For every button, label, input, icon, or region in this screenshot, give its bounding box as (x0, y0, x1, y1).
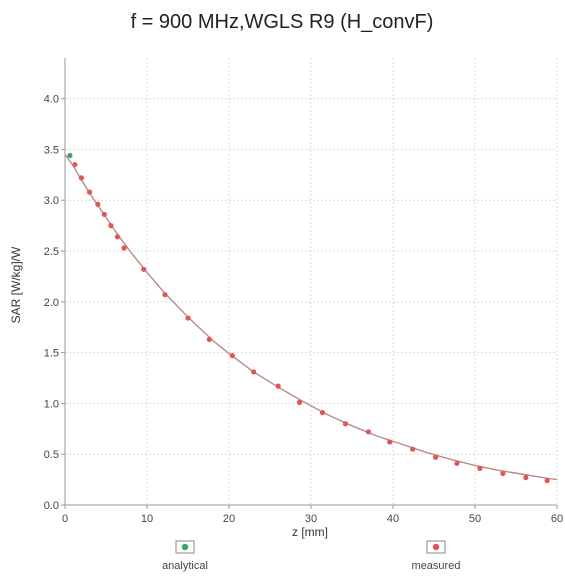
y-tick-label: 2.5 (44, 246, 59, 258)
measured-point (433, 454, 439, 460)
y-tick-label: 4.0 (44, 94, 59, 106)
y-tick-label: 3.5 (44, 144, 59, 156)
y-tick-label: 0.5 (44, 449, 59, 461)
measured-point (72, 162, 78, 168)
y-tick-label: 1.0 (44, 398, 59, 410)
measured-point (141, 266, 147, 272)
x-tick-label: 40 (387, 513, 399, 525)
legend-label-analytical: analytical (162, 560, 208, 572)
x-tick-label: 30 (305, 513, 317, 525)
measured-point (78, 175, 84, 181)
measured-point (121, 245, 127, 251)
x-axis-ticks: 0 10 20 30 40 50 60 (62, 505, 563, 525)
y-tick-label: 3.0 (44, 195, 59, 207)
chart-title: f = 900 MHz,WGLS R9 (H_convF) (131, 11, 434, 33)
x-tick-label: 0 (62, 513, 68, 525)
legend-dot-measured (432, 543, 440, 551)
measured-point (229, 353, 235, 359)
measured-point (101, 211, 107, 218)
x-tick-label: 10 (141, 513, 153, 525)
measured-point (500, 470, 506, 477)
x-tick-label: 60 (551, 513, 563, 525)
measured-point (454, 460, 460, 466)
measured-point (108, 223, 114, 229)
legend-item-measured: measured (412, 540, 461, 572)
measured-point (275, 383, 281, 389)
x-tick-label: 20 (223, 513, 235, 525)
y-tick-label: 1.5 (44, 348, 59, 360)
measured-point (296, 399, 303, 405)
measured-point (319, 409, 326, 416)
y-axis-title: SAR [W/kg]/W (9, 246, 23, 323)
measured-point (342, 421, 349, 427)
plot-background (65, 58, 557, 505)
legend-label-measured: measured (412, 560, 461, 572)
measured-point (251, 369, 257, 375)
plot-area (65, 58, 557, 505)
y-axis-ticks: 0.0 0.5 1.0 1.5 2.0 2.5 3.0 3.5 4.0 (44, 94, 65, 512)
x-axis-title: z [mm] (292, 525, 328, 539)
measured-point (162, 292, 168, 298)
measured-point (387, 439, 393, 445)
y-tick-label: 0.0 (44, 500, 59, 512)
measured-point (87, 189, 93, 195)
measured-point (365, 429, 371, 435)
measured-point (114, 234, 121, 240)
legend-dot-analytical (181, 543, 189, 551)
measured-point (95, 201, 101, 207)
analytical-point (67, 152, 73, 159)
measured-point (206, 336, 212, 343)
y-tick-label: 2.0 (44, 297, 59, 309)
measured-point (185, 315, 191, 321)
grid-lines (65, 58, 558, 505)
measured-point (410, 446, 416, 452)
measured-point (544, 478, 550, 484)
measured-point (523, 474, 529, 481)
legend: analytical measured (162, 540, 461, 572)
measured-point (477, 465, 483, 472)
legend-item-analytical: analytical (162, 540, 208, 572)
series-layer (64, 152, 558, 484)
x-tick-label: 50 (469, 513, 481, 525)
